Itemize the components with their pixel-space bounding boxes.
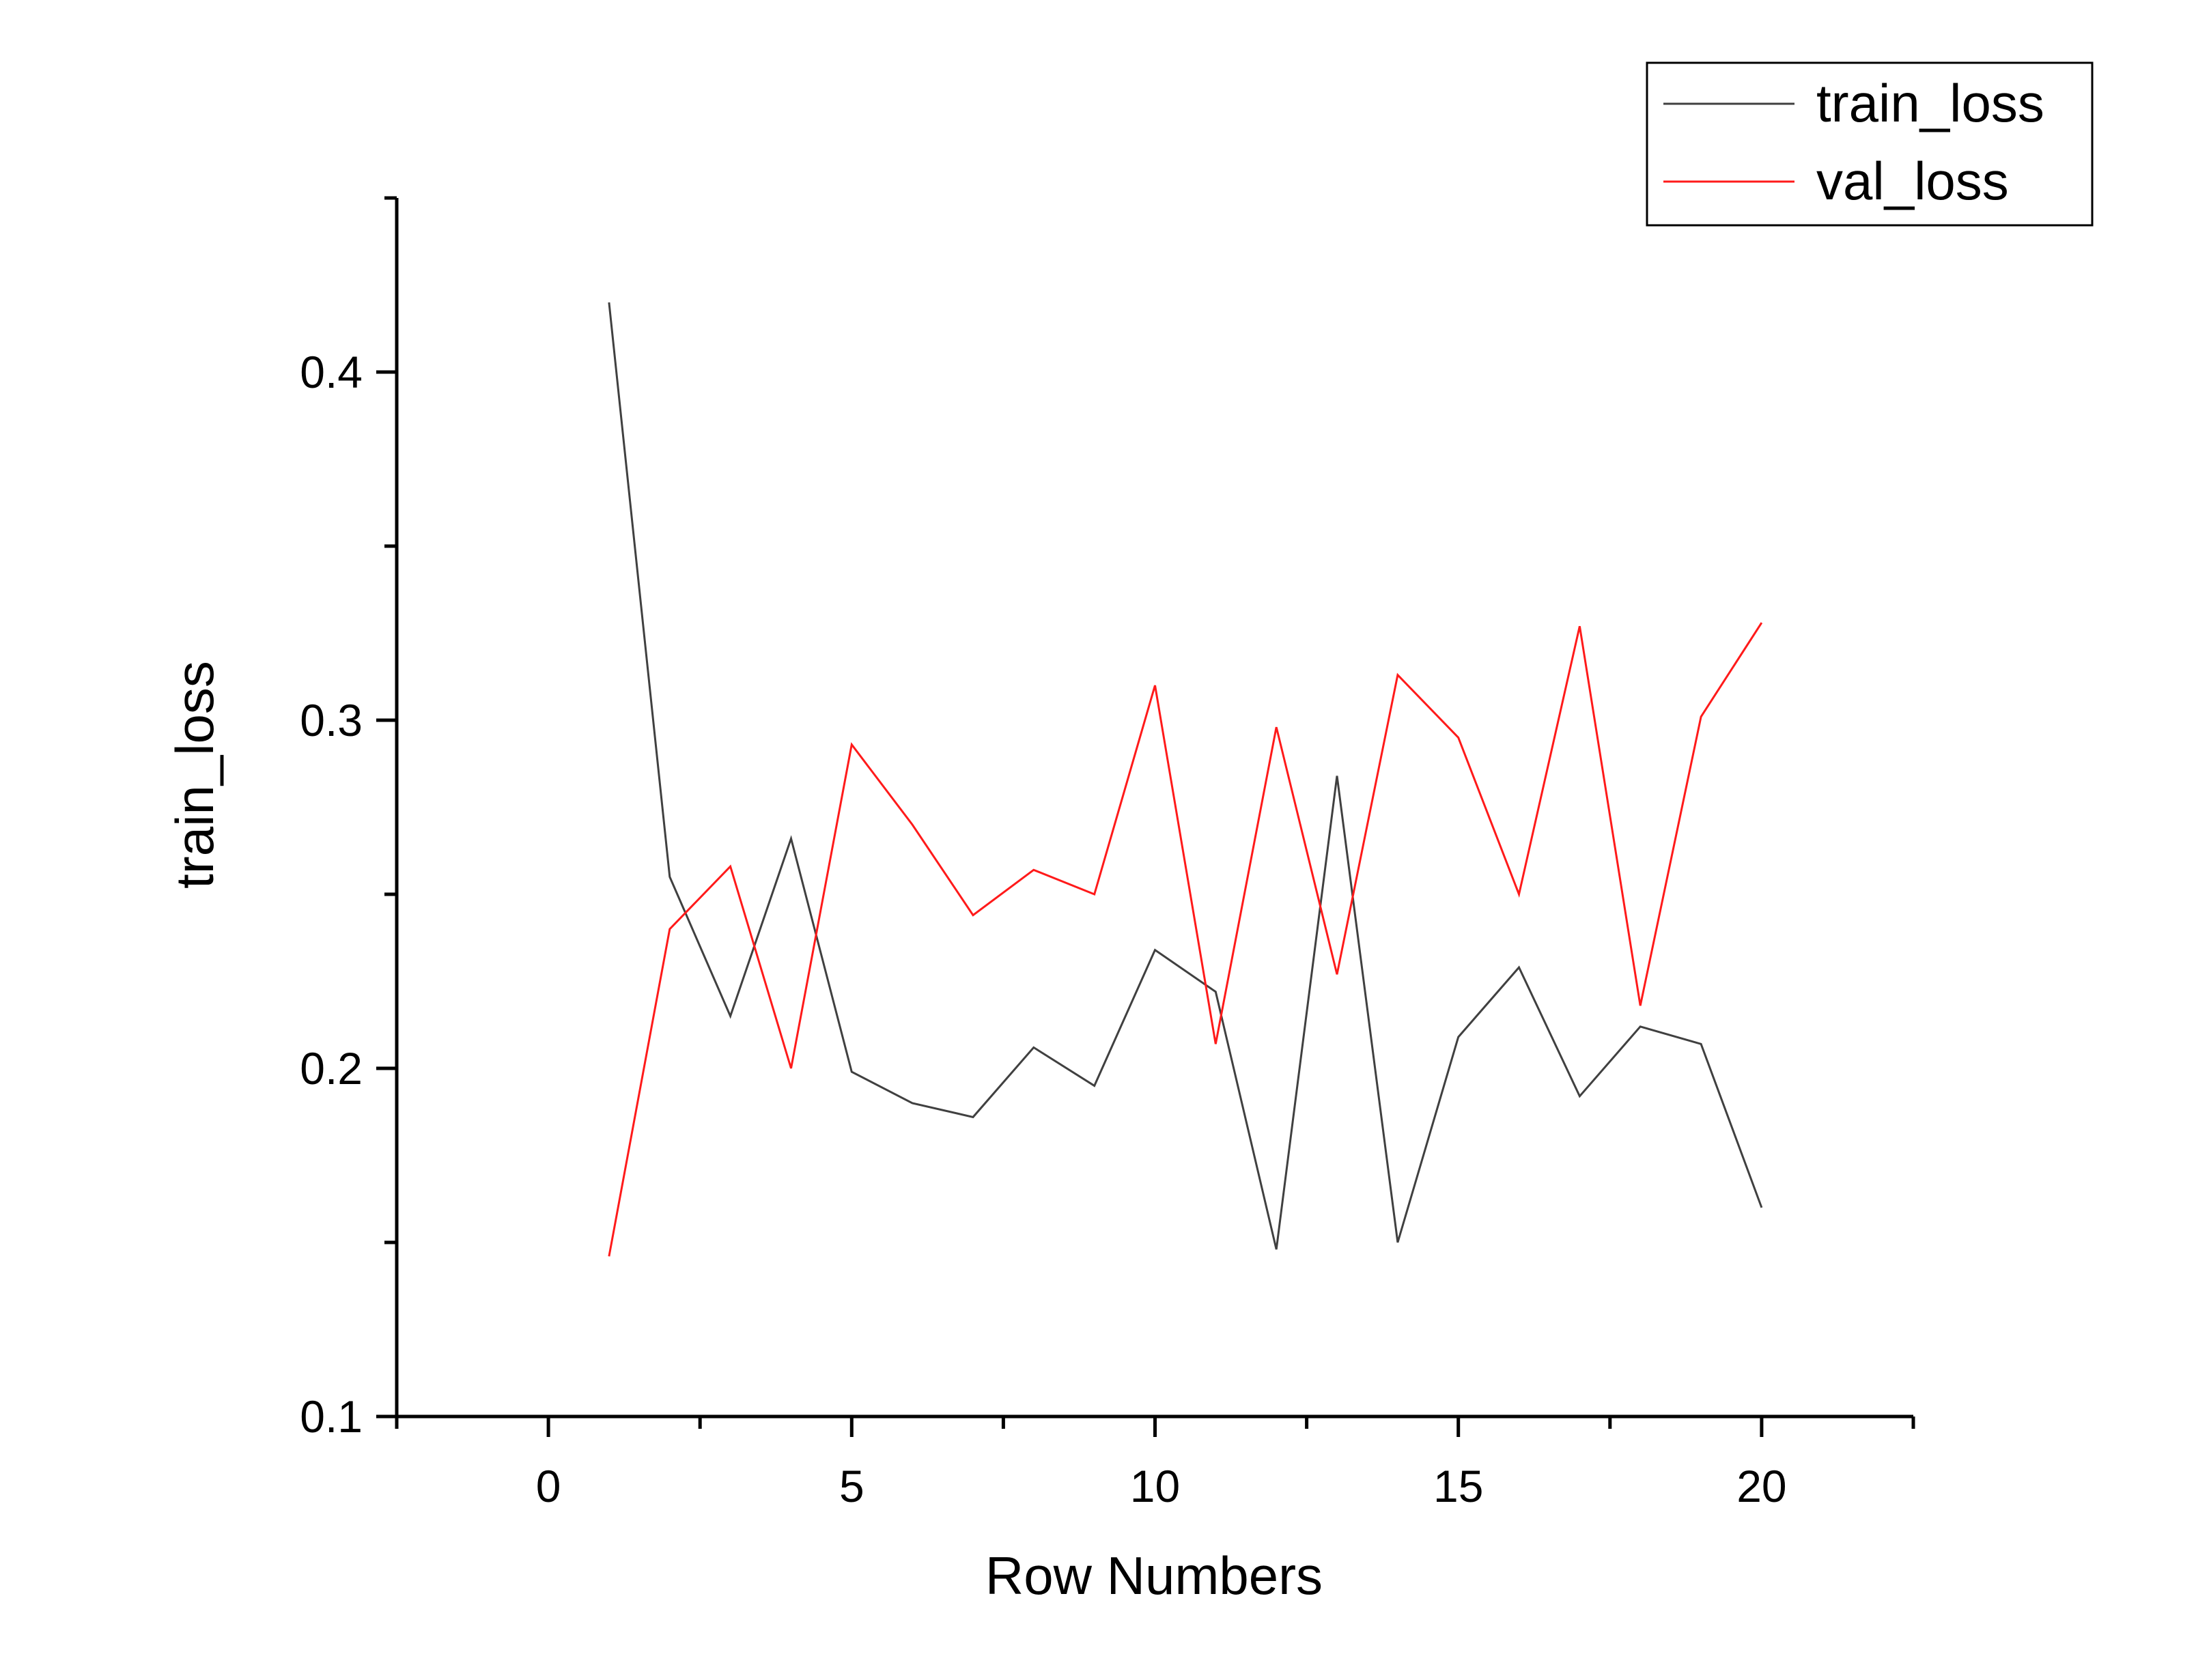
y-tick-label: 0.2: [300, 1043, 363, 1094]
x-tick-label: 0: [536, 1461, 561, 1511]
series-line-train-loss: [608, 302, 1763, 1250]
plot-lines: [608, 302, 1763, 1257]
y-axis-label: train_loss: [165, 661, 225, 889]
x-tick-label: 10: [1130, 1461, 1180, 1511]
y-tick-label: 0.3: [300, 695, 363, 745]
y-tick-label: 0.4: [300, 347, 363, 397]
legend-box: [1646, 61, 2094, 227]
legend-label-val-loss: val_loss: [1816, 151, 2009, 211]
legend-label-train-loss: train_loss: [1816, 73, 2044, 133]
x-tick-label: 15: [1433, 1461, 1483, 1511]
legend: train_loss val_loss: [1646, 61, 2094, 227]
y-tick-label: 0.1: [300, 1391, 363, 1442]
tick-labels: 0 5 10 15 20 0.1 0.2 0.3 0.4: [300, 347, 1786, 1511]
x-tick-label: 5: [839, 1461, 864, 1511]
series-line-val-loss: [608, 622, 1763, 1257]
x-axis-label: Row Numbers: [985, 1546, 1323, 1606]
axes: [376, 196, 1915, 1437]
x-tick-label: 20: [1736, 1461, 1786, 1511]
